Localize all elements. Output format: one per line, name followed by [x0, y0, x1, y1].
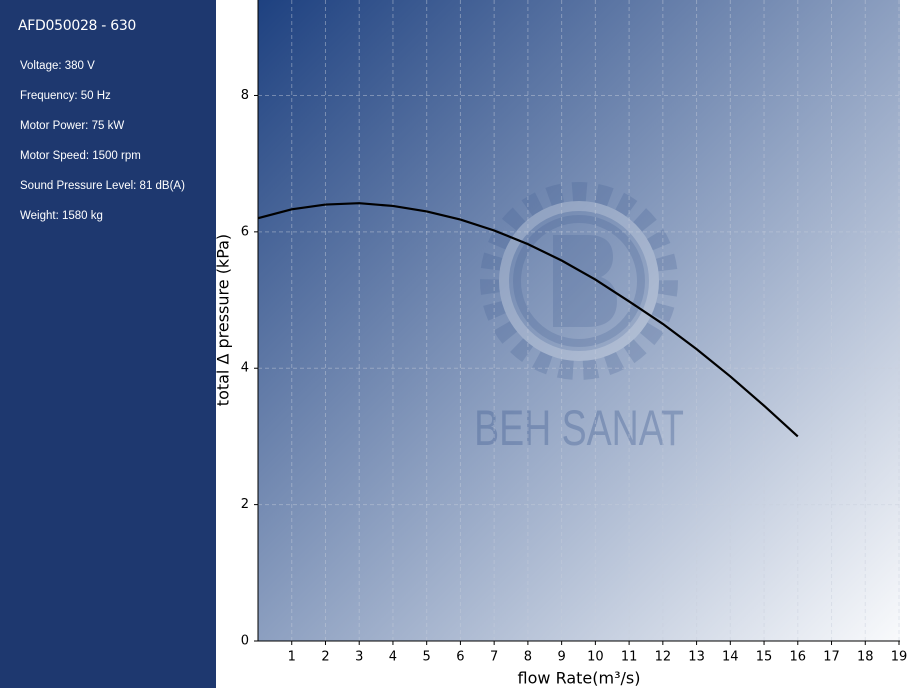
x-tick-label: 12: [655, 650, 672, 665]
x-tick-label: 14: [722, 650, 739, 665]
x-tick-label: 11: [621, 650, 638, 665]
y-tick-label: 6: [241, 224, 249, 239]
x-tick-label: 2: [321, 650, 329, 665]
spec-item: Weight: 1580 kg: [20, 210, 103, 222]
x-tick-label: 8: [524, 650, 532, 665]
x-tick-label: 7: [490, 650, 498, 665]
x-tick-label: 16: [790, 650, 807, 665]
x-tick-label: 6: [456, 650, 464, 665]
x-tick-label: 1: [288, 650, 296, 665]
curve: [257, 202, 799, 438]
spec-item: Frequency: 50 Hz: [20, 90, 111, 102]
spec-item: Voltage: 380 V: [20, 60, 95, 72]
x-tick-label: 5: [423, 650, 431, 665]
plot-background: [258, 0, 900, 641]
y-axis-label: total Δ pressure (kPa): [214, 234, 233, 406]
x-tick-label: 15: [756, 650, 773, 665]
x-tick-label: 17: [823, 650, 840, 665]
x-tick-label: 3: [355, 650, 363, 665]
watermark-text: BEH SANAT: [474, 401, 684, 456]
watermark-logo: [480, 182, 678, 380]
y-tick-label: 4: [241, 361, 249, 376]
spec-item: Motor Speed: 1500 rpm: [20, 150, 141, 162]
x-tick-label: 18: [857, 650, 874, 665]
x-tick-label: 4: [389, 650, 397, 665]
x-tick-label: 10: [587, 650, 604, 665]
spec-item: Motor Power: 75 kW: [20, 120, 125, 132]
x-tick-label: 9: [557, 650, 565, 665]
y-tick-label: 2: [241, 497, 249, 512]
spec-item: Sound Pressure Level: 81 dB(A): [20, 180, 185, 192]
y-tick-label: 8: [241, 88, 249, 103]
sidebar: AFD050028 - 630 Voltage: 380 V Frequency:…: [0, 0, 216, 688]
x-tick-label: 13: [688, 650, 705, 665]
product-title: AFD050028 - 630: [18, 18, 137, 34]
y-tick-label: 0: [241, 634, 249, 649]
x-tick-label: 19: [891, 650, 908, 665]
x-axis-label: flow Rate(m³/s): [518, 669, 641, 688]
